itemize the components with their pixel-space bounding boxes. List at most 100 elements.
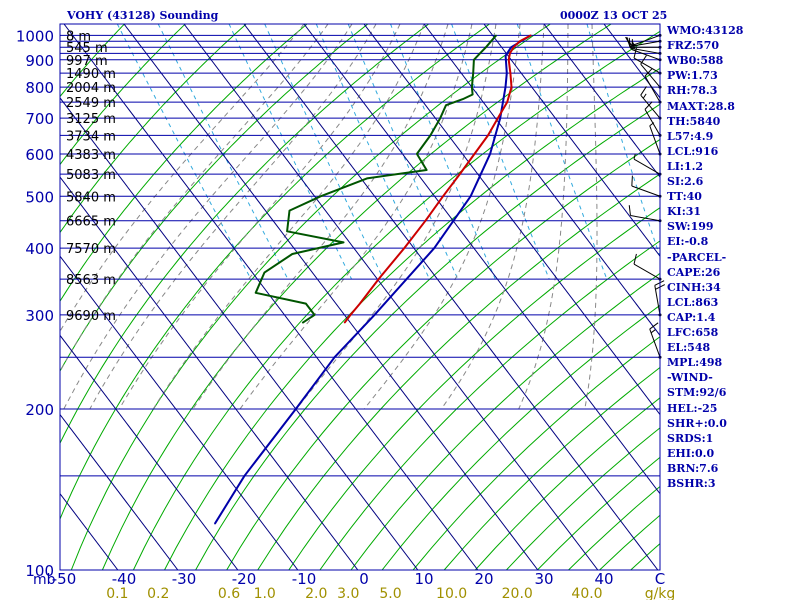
height-label: 545 m bbox=[66, 41, 108, 56]
index-item: EI:-0.8 bbox=[667, 235, 709, 249]
mixing-ratio-tick-label: 40.0 bbox=[571, 586, 602, 600]
temperature-tick-label: 10 bbox=[414, 570, 433, 588]
parcel-line-point bbox=[499, 117, 501, 119]
dewpoint-line-point bbox=[426, 169, 428, 171]
index-item: LFC:658 bbox=[667, 326, 719, 339]
moist-adiabat-26 bbox=[363, 24, 521, 410]
pressure-tick-label: 100 bbox=[25, 562, 54, 580]
dry-adiabat-350 bbox=[226, 138, 660, 570]
temperature-line-point bbox=[349, 314, 352, 316]
pressure-tick-label: 600 bbox=[25, 146, 54, 164]
dewpoint-line-point bbox=[319, 195, 322, 197]
wind-barb bbox=[633, 153, 662, 176]
dewpoint-line-point bbox=[263, 271, 265, 274]
index-item: TT:40 bbox=[667, 190, 702, 204]
dewpoint-line-point bbox=[288, 210, 291, 212]
dry-adiabat-260 bbox=[60, 24, 308, 303]
mixing-ratio-tick-label: 20.0 bbox=[502, 586, 533, 600]
pressure-tick-label: 800 bbox=[25, 79, 54, 97]
temperature-tick-label: -50 bbox=[52, 570, 77, 588]
isotherm--10 bbox=[303, 24, 660, 495]
dewpoint-line-point bbox=[471, 86, 473, 88]
parcel-line-point bbox=[505, 55, 507, 57]
dewpoint-line-point bbox=[472, 72, 474, 74]
parcel-line-point bbox=[243, 475, 246, 477]
index-item: BSHR:3 bbox=[667, 477, 716, 490]
dewpoint-line-point bbox=[305, 302, 307, 305]
isotherm--100 bbox=[60, 413, 179, 570]
dry-adiabat-340 bbox=[195, 103, 660, 570]
dewpoint-line-point bbox=[429, 134, 432, 136]
temperature-line-point bbox=[506, 101, 508, 103]
dewpoint-line bbox=[254, 34, 497, 324]
moist-adiabat-18 bbox=[239, 24, 473, 410]
isotherm--120 bbox=[0, 24, 58, 570]
index-item: CAP:1.4 bbox=[667, 310, 716, 324]
dewpoint-line-point bbox=[342, 241, 345, 243]
moist-adiabats bbox=[60, 24, 598, 410]
wind-barb bbox=[640, 86, 662, 120]
dry-adiabat-290 bbox=[60, 24, 490, 521]
dewpoint-line-point bbox=[472, 93, 474, 96]
parcel-trace bbox=[213, 34, 532, 525]
isotherm--80 bbox=[60, 255, 299, 570]
dewpoint-line-point bbox=[301, 322, 304, 324]
valid-time: 0000Z 13 OCT 25 bbox=[560, 9, 668, 22]
pressure-tick-label: 1000 bbox=[16, 27, 54, 45]
wind-barb bbox=[649, 122, 662, 156]
mixing-ratio-tick-label: 0.6 bbox=[218, 586, 240, 600]
temperature-tick-label: -30 bbox=[172, 570, 197, 588]
parcel-line bbox=[213, 34, 532, 525]
index-item: TH:5840 bbox=[667, 114, 721, 128]
index-item: SHR+:0.0 bbox=[667, 416, 727, 430]
mixing-ratio-tick-label: 10.0 bbox=[436, 586, 467, 600]
mixing-ratio-unit-label: g/kg bbox=[645, 586, 676, 600]
dewpoint-line-point bbox=[291, 253, 293, 255]
dry-adiabat-410 bbox=[412, 336, 660, 570]
height-label: 3734 m bbox=[66, 129, 116, 144]
temperature-tick-label: -10 bbox=[292, 570, 317, 588]
temperature-trace bbox=[343, 34, 532, 324]
index-item: HEL:-25 bbox=[667, 401, 718, 415]
temperature-line-point bbox=[424, 220, 427, 222]
temperature-line-point bbox=[509, 72, 511, 74]
dry-adiabat-400 bbox=[381, 304, 660, 570]
parcel-line-point bbox=[469, 195, 472, 197]
pressure-tick-label: 300 bbox=[25, 307, 54, 325]
temperature-tick-label: -20 bbox=[232, 570, 257, 588]
mixing-ratio-tick-label: 2.0 bbox=[305, 586, 327, 600]
mixing-ratio-line-10 bbox=[451, 24, 550, 280]
index-item: SRDS:1 bbox=[667, 431, 714, 445]
isotherm--20 bbox=[243, 24, 659, 570]
temperature-line-point bbox=[343, 322, 346, 324]
wind-barb bbox=[644, 101, 662, 137]
index-item: SW:199 bbox=[667, 220, 714, 234]
temperature-line-point bbox=[513, 46, 515, 48]
pressure-unit-label: mb bbox=[33, 572, 56, 588]
temperature-line-point bbox=[509, 52, 511, 55]
mixing-ratio-tick-label: 1.0 bbox=[254, 586, 276, 600]
isotherm-10 bbox=[423, 24, 660, 337]
height-label: 9690 m bbox=[66, 309, 116, 324]
dry-adiabat-390 bbox=[350, 272, 660, 570]
wind-barb bbox=[628, 205, 662, 223]
dewpoint-line-point bbox=[485, 46, 487, 48]
index-item: SI:2.6 bbox=[667, 175, 704, 188]
isotherm--70 bbox=[60, 176, 359, 570]
temperature-line-point bbox=[497, 117, 499, 119]
station-title: VOHY (43128) Sounding bbox=[67, 9, 219, 22]
isotherm--90 bbox=[60, 334, 239, 570]
temperature-line-point bbox=[508, 59, 510, 61]
isotherm--60 bbox=[60, 97, 419, 570]
moist-adiabat-22 bbox=[296, 24, 497, 410]
height-label: 3125 m bbox=[66, 112, 116, 127]
index-item: CAPE:26 bbox=[667, 265, 721, 279]
index-item: CINH:34 bbox=[667, 280, 721, 294]
mixing-ratio-line-0.2 bbox=[157, 24, 289, 280]
parcel-line-point bbox=[295, 408, 297, 410]
temperature-line-point bbox=[510, 86, 513, 88]
index-item: EL:548 bbox=[667, 341, 711, 355]
height-label: 5840 m bbox=[66, 190, 116, 205]
temperature-tick-label: 0 bbox=[359, 570, 369, 588]
